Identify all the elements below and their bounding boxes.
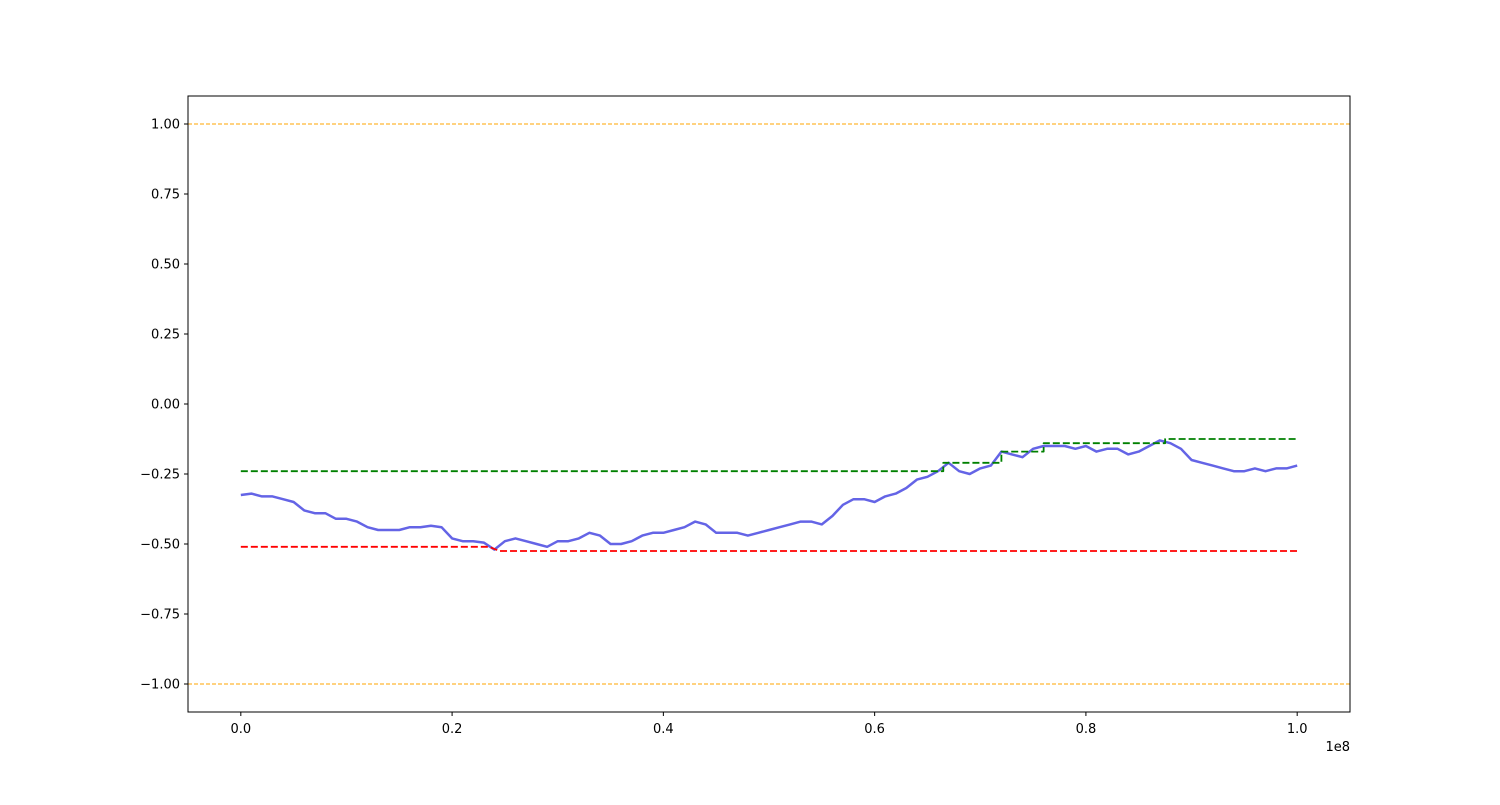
x-tick-label: 0.6 — [864, 722, 885, 737]
series-line-0 — [240, 439, 1298, 551]
x-tick-label: 1.0 — [1287, 722, 1308, 737]
x-tick-label: 0.4 — [653, 722, 674, 737]
ticks-layer: 0.0 0.2 0.4 0.6 0.8 1.0 1.00 0.75 0.50 0.25 0.00 −0… — [140, 118, 1307, 738]
y-tick-label: 0.00 — [151, 398, 180, 413]
y-tick-label: 0.25 — [151, 328, 180, 343]
axes-frame — [187, 95, 1351, 713]
x-tick-label: 0.0 — [230, 722, 251, 737]
y-tick-label: 0.75 — [151, 188, 180, 203]
x-tick-label: 0.8 — [1076, 722, 1097, 737]
y-tick-label: −0.25 — [140, 468, 180, 483]
y-tick-label: −0.50 — [140, 538, 180, 553]
y-tick-label: −1.00 — [140, 678, 180, 693]
series-line-2 — [240, 545, 1298, 552]
x-tick-label: 0.2 — [442, 722, 463, 737]
y-tick-label: 1.00 — [151, 118, 180, 133]
y-tick-label: −0.75 — [140, 608, 180, 623]
y-tick-label: 0.50 — [151, 258, 180, 273]
series-line-1 — [240, 438, 1298, 473]
plot-area — [188, 123, 1350, 685]
x-offset-text: 1e8 — [1325, 740, 1350, 755]
